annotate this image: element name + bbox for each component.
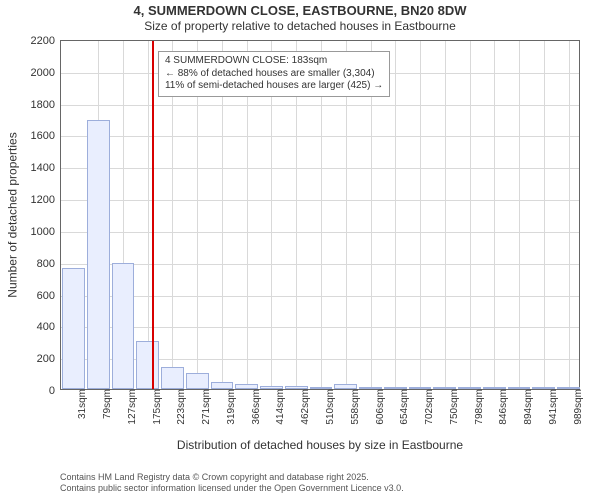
- x-tick-label: 941sqm: [544, 389, 559, 425]
- footer-line-1: Contains HM Land Registry data © Crown c…: [60, 472, 580, 483]
- y-tick-label: 1600: [31, 130, 61, 142]
- y-axis-label: Number of detached properties: [6, 40, 20, 390]
- plot-area: 0200400600800100012001400160018002000220…: [60, 40, 580, 390]
- x-tick-label: 79sqm: [98, 389, 113, 419]
- x-tick-label: 606sqm: [371, 389, 386, 425]
- x-tick-label: 414sqm: [271, 389, 286, 425]
- y-tick-label: 1200: [31, 194, 61, 206]
- histogram-bar: [433, 387, 456, 389]
- histogram-bar: [136, 341, 159, 389]
- histogram-bar: [483, 387, 506, 389]
- grid-line-h: [61, 264, 579, 265]
- histogram-bar: [87, 120, 110, 389]
- y-tick-label: 800: [37, 258, 61, 270]
- histogram-bar: [334, 384, 357, 389]
- histogram-bar: [235, 384, 258, 389]
- grid-line-v: [445, 41, 446, 389]
- grid-line-h: [61, 136, 579, 137]
- x-tick-label: 462sqm: [296, 389, 311, 425]
- chart-root: 4, SUMMERDOWN CLOSE, EASTBOURNE, BN20 8D…: [0, 0, 600, 500]
- grid-line-v: [544, 41, 545, 389]
- grid-line-v: [519, 41, 520, 389]
- histogram-bar: [532, 387, 555, 389]
- footer-line-2: Contains public sector information licen…: [60, 483, 580, 494]
- y-tick-label: 1400: [31, 162, 61, 174]
- y-tick-label: 2000: [31, 67, 61, 79]
- histogram-bar: [310, 387, 333, 389]
- histogram-bar: [112, 263, 135, 389]
- x-tick-label: 798sqm: [470, 389, 485, 425]
- chart-subtitle: Size of property relative to detached ho…: [0, 20, 600, 34]
- histogram-bar: [260, 386, 283, 390]
- x-tick-label: 750sqm: [445, 389, 460, 425]
- histogram-bar: [557, 387, 580, 389]
- y-tick-label: 0: [49, 385, 61, 397]
- x-tick-label: 894sqm: [519, 389, 534, 425]
- histogram-bar: [458, 387, 481, 389]
- x-tick-label: 654sqm: [395, 389, 410, 425]
- histogram-bar: [161, 367, 184, 389]
- x-tick-label: 510sqm: [321, 389, 336, 425]
- annotation-line: ← 88% of detached houses are smaller (3,…: [165, 68, 383, 81]
- y-tick-label: 1000: [31, 226, 61, 238]
- histogram-bar: [62, 268, 85, 389]
- property-marker-line: [152, 41, 154, 389]
- grid-line-h: [61, 232, 579, 233]
- x-axis-label: Distribution of detached houses by size …: [60, 438, 580, 452]
- x-tick-label: 319sqm: [222, 389, 237, 425]
- grid-line-v: [420, 41, 421, 389]
- histogram-bar: [384, 387, 407, 389]
- x-tick-label: 846sqm: [494, 389, 509, 425]
- grid-line-h: [61, 200, 579, 201]
- x-tick-label: 366sqm: [247, 389, 262, 425]
- annotation-line: 11% of semi-detached houses are larger (…: [165, 80, 383, 93]
- x-tick-label: 558sqm: [346, 389, 361, 425]
- x-tick-label: 31sqm: [73, 389, 88, 419]
- histogram-bar: [508, 387, 531, 389]
- y-tick-label: 2200: [31, 35, 61, 47]
- grid-line-h: [61, 327, 579, 328]
- histogram-bar: [409, 387, 432, 389]
- histogram-bar: [186, 373, 209, 389]
- grid-line-v: [470, 41, 471, 389]
- grid-line-v: [148, 41, 149, 389]
- grid-line-v: [494, 41, 495, 389]
- y-tick-label: 1800: [31, 99, 61, 111]
- grid-line-v: [395, 41, 396, 389]
- annotation-box: 4 SUMMERDOWN CLOSE: 183sqm← 88% of detac…: [158, 51, 390, 97]
- x-tick-label: 223sqm: [172, 389, 187, 425]
- y-tick-label: 400: [37, 321, 61, 333]
- chart-footer: Contains HM Land Registry data © Crown c…: [60, 472, 580, 495]
- x-tick-label: 989sqm: [569, 389, 584, 425]
- histogram-bar: [359, 387, 382, 389]
- grid-line-h: [61, 105, 579, 106]
- grid-line-h: [61, 296, 579, 297]
- histogram-bar: [285, 386, 308, 389]
- x-tick-label: 175sqm: [148, 389, 163, 425]
- grid-line-v: [569, 41, 570, 389]
- y-tick-label: 200: [37, 353, 61, 365]
- histogram-bar: [211, 382, 234, 389]
- x-tick-label: 127sqm: [123, 389, 138, 425]
- x-tick-label: 702sqm: [420, 389, 435, 425]
- x-tick-label: 271sqm: [197, 389, 212, 425]
- chart-title: 4, SUMMERDOWN CLOSE, EASTBOURNE, BN20 8D…: [0, 4, 600, 19]
- y-tick-label: 600: [37, 290, 61, 302]
- annotation-line: 4 SUMMERDOWN CLOSE: 183sqm: [165, 55, 383, 68]
- grid-line-h: [61, 168, 579, 169]
